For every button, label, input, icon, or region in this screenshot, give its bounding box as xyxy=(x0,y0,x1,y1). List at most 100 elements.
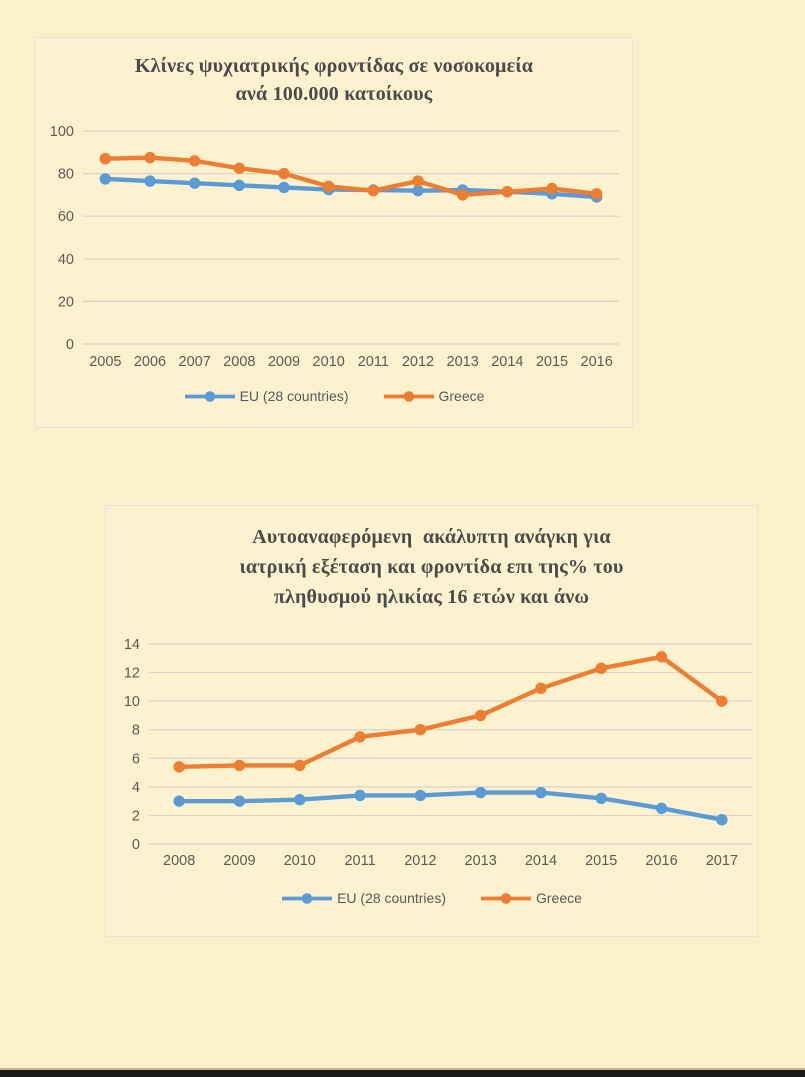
eu-28-countries-line xyxy=(176,790,724,822)
legend-label: EU (28 countries) xyxy=(239,388,349,404)
x-tick-label: 2010 xyxy=(283,853,315,869)
y-tick-label: 14 xyxy=(123,637,139,653)
y-tick-label: 60 xyxy=(58,209,74,225)
x-tick-label: 2008 xyxy=(163,853,195,869)
greece-marker xyxy=(414,724,426,736)
x-tick-label: 2016 xyxy=(581,354,613,370)
x-tick-label: 2012 xyxy=(402,354,434,370)
x-tick-label: 2011 xyxy=(358,354,389,370)
greece-marker xyxy=(233,759,245,772)
eu-28-countries-marker xyxy=(534,786,547,799)
greece-marker xyxy=(474,709,486,722)
greece-marker xyxy=(233,162,246,174)
greece-marker xyxy=(546,182,558,195)
legend-item-greece: Greece xyxy=(480,890,582,906)
x-tick-label: 2006 xyxy=(134,354,166,370)
greece-marker xyxy=(99,152,112,165)
legend-item-eu-28-countries: EU (28 countries) xyxy=(281,890,446,906)
greece-marker xyxy=(595,662,607,674)
x-tick-label: 2009 xyxy=(223,853,255,869)
x-tick-label: 2008 xyxy=(223,354,255,370)
bottom-border-bar xyxy=(0,1068,805,1077)
eu-28-countries-marker xyxy=(293,794,305,806)
y-tick-label: 100 xyxy=(50,124,74,140)
eu-28-countries-marker xyxy=(353,789,366,802)
psychiatric-beds-plot-area: 100 80 60 40 20 0 2005 2006 2007 2008 2009 2010 2011… xyxy=(50,124,619,370)
greece-marker xyxy=(715,695,728,707)
x-tick-label: 2015 xyxy=(536,354,568,370)
greece-legend-marker-icon xyxy=(383,390,434,402)
y-tick-label: 6 xyxy=(131,751,139,767)
greece-marker xyxy=(144,151,156,164)
greece-marker xyxy=(172,761,185,773)
x-tick-label: 2015 xyxy=(585,853,617,869)
unmet-need-chart-panel: Αυτοαναφερόμενη ακάλυπτη ανάγκη για ιατρ… xyxy=(105,505,758,937)
y-tick-label: 12 xyxy=(123,666,139,682)
eu-28-countries-marker xyxy=(99,173,112,185)
legend-dot xyxy=(204,390,215,402)
eu-28-countries-marker xyxy=(144,175,156,187)
greece-marker xyxy=(367,184,380,197)
y-tick-label: 0 xyxy=(131,837,139,853)
y-tick-label: 8 xyxy=(131,723,139,739)
y-tick-label: 10 xyxy=(123,694,139,710)
x-tick-label: 2017 xyxy=(705,853,737,869)
legend-dot xyxy=(403,390,414,402)
greece-marker xyxy=(412,175,424,187)
greece-line xyxy=(176,654,724,770)
greece-marker xyxy=(456,189,469,201)
greece-marker xyxy=(655,651,667,663)
eu-28-countries-marker xyxy=(715,814,728,826)
eu-28-countries-marker xyxy=(172,795,185,807)
greece-marker xyxy=(278,167,290,180)
greece-line xyxy=(103,155,599,198)
y-tick-label: 4 xyxy=(131,780,139,796)
x-tick-label: 2010 xyxy=(313,354,345,370)
y-tick-label: 0 xyxy=(66,337,74,353)
psychiatric-beds-chart-title: Κλίνες ψυχιατρικής φροντίδας σε νοσοκομε… xyxy=(134,55,534,105)
psychiatric-beds-chart-panel: Κλίνες ψυχιατρικής φροντίδας σε νοσοκομε… xyxy=(35,37,633,428)
y-tick-label: 40 xyxy=(58,252,74,268)
x-tick-label: 2014 xyxy=(524,853,556,869)
greece-marker xyxy=(590,188,603,200)
x-tick-label: 2009 xyxy=(268,354,300,370)
x-tick-label: 2013 xyxy=(464,853,496,869)
legend-dot xyxy=(500,892,512,904)
greece-marker xyxy=(501,186,514,198)
x-tick-label: 2014 xyxy=(491,354,523,370)
legend-dot xyxy=(301,892,313,904)
eu-28-countries-legend-marker-icon xyxy=(282,892,333,904)
greece-marker xyxy=(534,682,547,694)
eu-28-countries-marker xyxy=(655,802,667,814)
unmet-need-legend: EU (28 countries) Greece xyxy=(106,890,757,906)
eu-28-countries-marker xyxy=(412,184,424,197)
eu-28-countries-marker xyxy=(278,181,290,194)
legend-item-eu-28-countries: EU (28 countries) xyxy=(184,388,349,404)
x-tick-label: 2012 xyxy=(404,853,436,869)
eu-28-countries-marker xyxy=(233,795,245,807)
x-tick-label: 2007 xyxy=(179,354,211,370)
x-tick-label: 2013 xyxy=(447,354,479,370)
eu-28-countries-marker xyxy=(595,792,607,804)
greece-legend-marker-icon xyxy=(481,892,531,904)
greece-marker xyxy=(322,180,335,193)
eu-28-countries-legend-marker-icon xyxy=(184,390,235,402)
y-tick-label: 20 xyxy=(58,294,74,310)
greece-marker xyxy=(293,759,305,772)
unmet-need-chart-title: Αυτοαναφερόμενη ακάλυπτη ανάγκη για ιατρ… xyxy=(239,526,624,608)
unmet-need-plot-area: 14 12 10 8 6 4 2 0 2008 2009 2010 2011 2012 2013 2014 2… xyxy=(123,637,752,869)
eu-28-countries-marker xyxy=(474,786,486,799)
y-tick-label: 80 xyxy=(58,167,74,183)
eu-28-countries-marker xyxy=(188,177,201,189)
y-tick-label: 2 xyxy=(131,808,139,824)
greece-marker xyxy=(353,731,366,743)
legend-label: Greece xyxy=(536,890,582,906)
x-tick-label: 2011 xyxy=(344,853,375,869)
eu-28-countries-marker xyxy=(414,789,426,802)
x-tick-label: 2016 xyxy=(645,853,677,869)
x-tick-label: 2005 xyxy=(89,354,121,370)
psychiatric-beds-legend: EU (28 countries) Greece xyxy=(36,388,632,404)
legend-label: EU (28 countries) xyxy=(337,890,446,906)
legend-label: Greece xyxy=(438,388,485,404)
legend-item-greece: Greece xyxy=(383,388,485,404)
